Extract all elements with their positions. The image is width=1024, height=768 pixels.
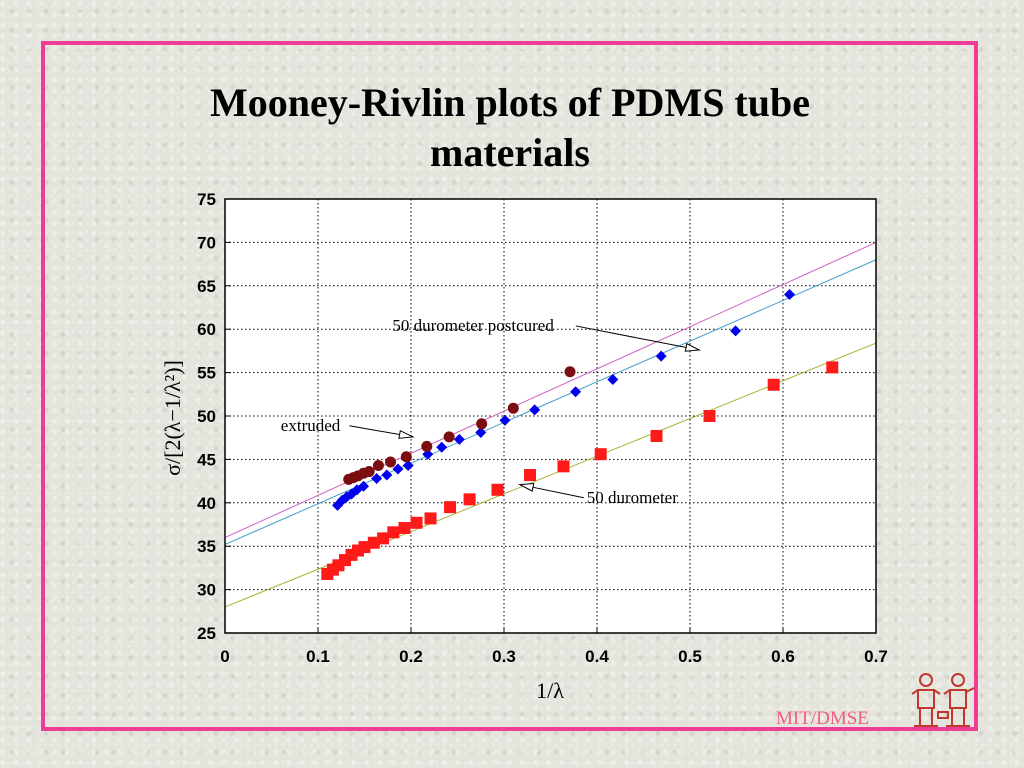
y-tick-label: 65	[197, 277, 216, 296]
point-durometer	[826, 361, 839, 374]
y-tick-label: 50	[197, 407, 216, 426]
point-durometer	[557, 460, 570, 473]
y-tick-label: 40	[197, 494, 216, 513]
x-axis-ticks: 0 0.1 0.2 0.3 0.4 0.5 0.6 0.7	[220, 627, 888, 666]
fit-line-postcured	[224, 259, 877, 545]
x-tick-label: 0.6	[771, 647, 795, 666]
point-durometer	[377, 532, 390, 545]
x-tick-label: 0	[220, 647, 229, 666]
point-durometer	[703, 410, 716, 422]
annotation-label: 50 durometer postcured	[392, 316, 554, 335]
annotation-arrowhead	[518, 482, 535, 492]
point-extruded	[443, 431, 455, 443]
point-postcured	[655, 350, 667, 362]
point-durometer	[444, 501, 457, 514]
point-durometer	[524, 469, 537, 482]
y-tick-label: 70	[197, 233, 216, 252]
annotation-arrowhead	[684, 342, 702, 352]
y-tick-label: 30	[197, 581, 216, 600]
annotation-label: extruded	[281, 416, 341, 435]
point-extruded	[363, 466, 375, 478]
point-postcured	[475, 426, 487, 438]
y-tick-label: 25	[197, 624, 216, 643]
point-durometer	[463, 493, 476, 506]
y-tick-label: 55	[197, 364, 216, 383]
point-extruded	[507, 402, 519, 414]
annotations: 50 durometer postcured extruded 50 duromet…	[281, 316, 702, 507]
point-durometer	[767, 378, 780, 391]
x-tick-label: 0.1	[306, 647, 330, 666]
data-points	[321, 288, 839, 580]
point-durometer	[358, 541, 371, 554]
fit-line-extruded	[224, 241, 877, 538]
x-tick-label: 0.3	[492, 647, 516, 666]
point-postcured	[436, 441, 448, 453]
y-axis-label: σ/[2(λ−1/λ²)]	[160, 360, 185, 476]
point-postcured	[607, 374, 619, 386]
point-durometer	[594, 448, 607, 461]
point-postcured	[529, 404, 541, 416]
point-durometer	[491, 483, 504, 496]
x-axis-label: 1/λ	[536, 678, 564, 703]
point-extruded	[385, 456, 397, 468]
slide-title: Mooney-Rivlin plots of PDMS tube materia…	[120, 78, 900, 178]
annotation-arrowhead	[398, 429, 415, 439]
title-line-1: Mooney-Rivlin plots of PDMS tube	[210, 80, 810, 125]
y-tick-label: 35	[197, 537, 216, 556]
point-postcured	[784, 288, 796, 300]
point-postcured	[499, 414, 511, 426]
credit-text: MIT/DMSE	[776, 708, 869, 729]
annotation-label: 50 durometer	[587, 488, 678, 507]
point-extruded	[564, 366, 576, 378]
mit-dmse-logo-icon	[911, 673, 975, 727]
point-postcured	[371, 472, 383, 484]
point-durometer	[650, 429, 663, 442]
point-postcured	[381, 469, 393, 481]
x-tick-label: 0.4	[585, 647, 609, 666]
y-tick-label: 75	[197, 190, 216, 209]
point-durometer	[387, 526, 400, 539]
point-extruded	[421, 440, 433, 452]
point-postcured	[570, 386, 582, 398]
point-extruded	[400, 451, 412, 463]
point-extruded	[476, 418, 488, 430]
point-extruded	[372, 459, 384, 471]
point-durometer	[367, 536, 380, 549]
point-postcured	[392, 463, 404, 475]
y-axis-ticks: 25 30 35 40 45 50 55 60 65 70 75	[197, 190, 231, 643]
y-tick-label: 60	[197, 320, 216, 339]
y-tick-label: 45	[197, 450, 216, 469]
x-tick-label: 0.7	[864, 647, 888, 666]
point-postcured	[358, 480, 370, 492]
x-tick-label: 0.2	[399, 647, 423, 666]
point-postcured	[730, 325, 742, 337]
point-durometer	[398, 521, 411, 534]
point-postcured	[453, 433, 465, 445]
point-durometer	[424, 512, 437, 525]
x-tick-label: 0.5	[678, 647, 702, 666]
point-durometer	[410, 516, 423, 529]
gridlines	[225, 199, 876, 633]
point-postcured	[402, 459, 414, 471]
title-line-2: materials	[430, 130, 590, 175]
slide-border	[41, 41, 978, 731]
annotation-arrow-line	[575, 325, 700, 351]
